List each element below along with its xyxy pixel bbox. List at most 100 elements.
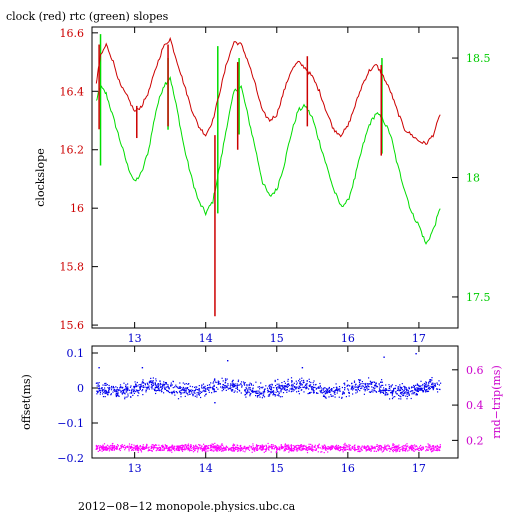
scatter-point xyxy=(255,395,257,397)
scatter-point xyxy=(250,383,252,385)
scatter-point xyxy=(296,391,298,393)
scatter-point xyxy=(365,385,367,388)
scatter-point xyxy=(266,447,268,449)
scatter-point xyxy=(204,445,206,447)
scatter-point xyxy=(241,386,243,388)
scatter-point xyxy=(198,447,200,449)
scatter-point xyxy=(262,448,264,450)
scatter-point xyxy=(106,448,108,450)
scatter-point xyxy=(159,380,161,382)
scatter-point xyxy=(321,451,323,453)
scatter-point xyxy=(312,448,314,450)
scatter-point xyxy=(269,393,271,395)
scatter-point xyxy=(108,384,110,387)
scatter-point xyxy=(216,450,218,452)
scatter-point xyxy=(213,385,215,387)
scatter-point xyxy=(155,384,157,386)
scatter-point xyxy=(214,442,216,444)
scatter-point xyxy=(397,446,399,448)
scatter-point xyxy=(287,447,290,449)
scatter-point xyxy=(380,446,382,448)
scatter-point xyxy=(136,449,138,451)
scatter-point xyxy=(394,387,396,389)
scatter-point xyxy=(163,383,165,385)
scatter-point xyxy=(239,446,241,448)
scatter-point xyxy=(228,448,230,450)
scatter-point xyxy=(96,393,98,395)
scatter-outlier xyxy=(98,367,100,369)
scatter-point xyxy=(209,449,211,451)
scatter-point xyxy=(107,394,109,396)
scatter-point xyxy=(348,392,350,394)
scatter-point xyxy=(189,393,191,395)
scatter-point xyxy=(150,447,152,449)
scatter-point xyxy=(211,387,213,389)
scatter-point xyxy=(203,387,205,389)
scatter-point xyxy=(284,444,286,446)
scatter-point xyxy=(203,449,205,452)
scatter-point xyxy=(406,443,408,445)
scatter-point xyxy=(192,390,194,392)
scatter-point xyxy=(241,448,243,450)
scatter-point xyxy=(354,386,356,388)
scatter-point xyxy=(298,393,300,395)
scatter-point xyxy=(199,444,201,446)
scatter-point xyxy=(253,449,255,451)
scatter-point xyxy=(277,386,279,388)
scatter-point xyxy=(142,394,144,396)
scatter-point xyxy=(291,447,293,450)
scatter-point xyxy=(111,449,113,451)
scatter-point xyxy=(131,389,133,391)
scatter-point xyxy=(199,448,202,450)
scatter-point xyxy=(272,394,274,396)
scatter-point xyxy=(308,443,310,445)
scatter-point xyxy=(243,445,245,448)
scatter-point xyxy=(373,385,376,387)
scatter-point xyxy=(156,448,159,450)
scatter-point xyxy=(130,385,132,387)
scatter-point xyxy=(151,388,153,390)
scatter-point xyxy=(164,382,166,384)
scatter-point xyxy=(402,445,404,447)
scatter-point xyxy=(419,446,421,448)
scatter-point xyxy=(391,390,393,392)
scatter-point xyxy=(426,448,428,450)
scatter-point xyxy=(299,383,301,385)
scatter-point xyxy=(368,391,371,393)
scatter-point xyxy=(243,447,245,449)
scatter-point xyxy=(331,445,333,447)
scatter-point xyxy=(370,391,372,393)
scatter-point xyxy=(401,383,403,385)
scatter-point xyxy=(428,445,430,447)
scatter-point xyxy=(365,384,367,386)
scatter-point xyxy=(325,447,327,449)
scatter-point xyxy=(283,385,285,387)
scatter-point xyxy=(373,447,375,449)
scatter-point xyxy=(357,385,359,387)
scatter-point xyxy=(272,448,274,450)
scatter-point xyxy=(410,446,412,448)
scatter-point xyxy=(271,446,273,448)
scatter-point xyxy=(219,448,221,450)
scatter-point xyxy=(295,387,297,389)
scatter-point xyxy=(420,449,422,451)
scatter-point xyxy=(202,383,205,385)
scatter-point xyxy=(130,396,132,398)
scatter-point xyxy=(374,387,376,389)
scatter-point xyxy=(140,383,142,386)
scatter-point xyxy=(161,446,163,448)
scatter-point xyxy=(278,383,280,385)
scatter-point xyxy=(355,383,357,385)
scatter-point xyxy=(137,395,139,397)
scatter-point xyxy=(259,445,262,447)
scatter-point xyxy=(150,380,152,382)
scatter-point xyxy=(290,448,292,450)
scatter-point xyxy=(429,379,431,381)
scatter-point xyxy=(394,448,396,450)
scatter-point xyxy=(173,448,175,450)
scatter-point xyxy=(269,446,271,448)
scatter-point xyxy=(300,445,302,447)
scatter-point xyxy=(107,392,110,394)
scatter-point xyxy=(410,448,412,450)
scatter-point xyxy=(105,446,107,448)
